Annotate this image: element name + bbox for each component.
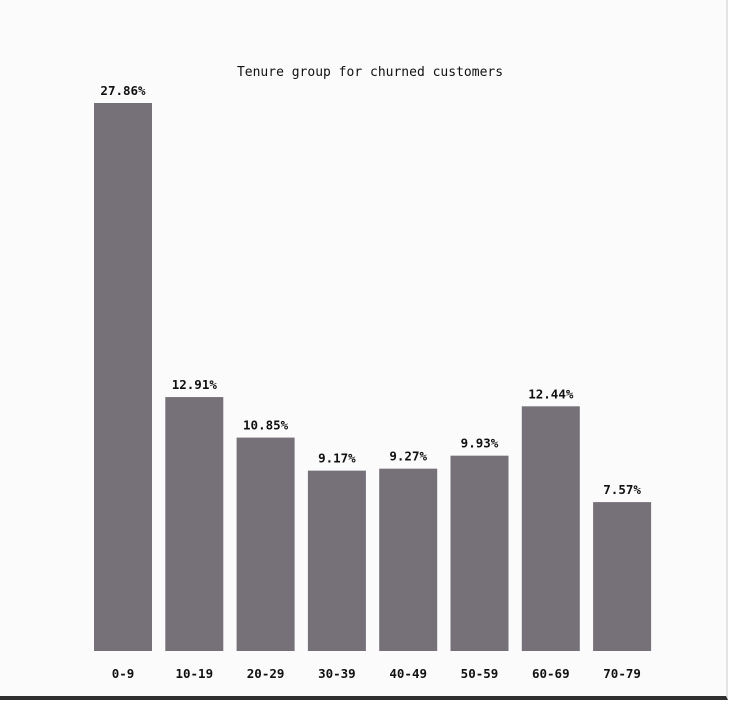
bar-50-59 [450,455,509,651]
data-label-20-29: 10.85% [243,418,289,433]
bar-40-49 [379,468,438,651]
chart-title: Tenure group for churned customers [237,65,503,80]
bar-60-69 [521,406,580,651]
bar-70-79 [593,502,652,651]
data-label-10-19: 12.91% [172,377,218,392]
x-tick-label-70-79: 70-79 [603,666,641,681]
x-tick-label-10-19: 10-19 [175,666,213,681]
data-label-70-79: 7.57% [603,482,641,497]
bars-group [94,103,652,651]
x-tick-label-0-9: 0-9 [112,666,135,681]
data-label-40-49: 9.27% [389,449,427,464]
x-tick-label-20-29: 20-29 [247,666,285,681]
data-label-50-59: 9.93% [461,436,499,451]
bar-20-29 [236,437,295,651]
bar-30-39 [307,470,366,651]
data-labels-group: 27.86% 12.91% 10.85% 9.17% 9.27% 9.93% 12.44% 7… [100,83,641,497]
x-tick-labels-group: 0-9 10-19 20-29 30-39 40-49 50-59 60-69 70-79 [112,666,641,681]
data-label-0-9: 27.86% [100,83,146,98]
data-label-30-39: 9.17% [318,451,356,466]
x-tick-label-50-59: 50-59 [461,666,499,681]
x-tick-label-30-39: 30-39 [318,666,356,681]
bar-10-19 [165,397,224,651]
x-tick-label-40-49: 40-49 [389,666,427,681]
x-tick-label-60-69: 60-69 [532,666,570,681]
data-label-60-69: 12.44% [528,386,574,401]
bar-0-9 [94,103,152,651]
